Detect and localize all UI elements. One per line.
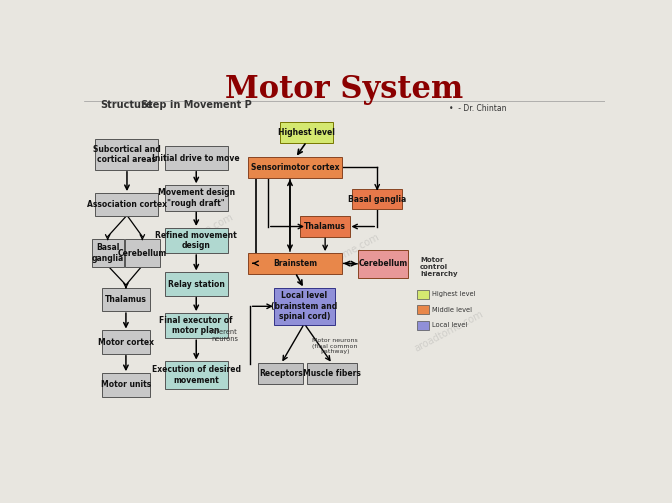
Text: aroadtome.com: aroadtome.com [163,212,235,257]
Text: Association cortex: Association cortex [87,200,167,209]
FancyBboxPatch shape [417,305,429,314]
Text: Local level
(brainstem and
spinal cord): Local level (brainstem and spinal cord) [271,291,337,321]
Text: aroadtome.com: aroadtome.com [413,309,485,354]
FancyBboxPatch shape [165,313,228,339]
Text: Initial drive to move: Initial drive to move [153,153,240,162]
FancyBboxPatch shape [165,228,228,253]
FancyBboxPatch shape [102,330,150,354]
FancyBboxPatch shape [307,363,358,384]
Text: Thalamus: Thalamus [105,295,147,304]
FancyBboxPatch shape [92,239,124,267]
FancyBboxPatch shape [95,193,159,216]
Text: Middle level: Middle level [432,307,472,313]
Text: Motor System: Motor System [225,74,464,105]
Text: Relay station: Relay station [168,280,224,289]
Text: Motor units: Motor units [101,380,151,389]
FancyBboxPatch shape [102,288,150,311]
FancyBboxPatch shape [417,290,429,299]
Text: Basal ganglia: Basal ganglia [348,195,407,204]
FancyBboxPatch shape [417,320,429,330]
FancyBboxPatch shape [165,272,228,296]
Text: Basal
ganglia: Basal ganglia [91,243,124,263]
Text: Structure: Structure [100,100,153,110]
Text: Motor
control
hierarchy: Motor control hierarchy [420,257,458,277]
FancyBboxPatch shape [165,185,228,211]
Text: Highest level: Highest level [432,291,475,297]
Text: Sensorimotor cortex: Sensorimotor cortex [251,163,339,172]
FancyBboxPatch shape [259,363,303,384]
Text: Cerebellum: Cerebellum [359,260,408,269]
Text: •  - Dr. Chintan: • - Dr. Chintan [449,104,506,113]
Text: Cerebellum: Cerebellum [118,248,167,258]
FancyBboxPatch shape [300,216,350,236]
Text: Brainstem: Brainstem [273,259,317,268]
Text: Local level: Local level [432,322,467,328]
FancyBboxPatch shape [95,139,159,170]
Text: Execution of desired
movement: Execution of desired movement [152,365,241,385]
FancyBboxPatch shape [358,250,409,278]
FancyBboxPatch shape [125,239,159,267]
Text: Muscle fibers: Muscle fibers [304,369,362,378]
Text: Afferent
neurons: Afferent neurons [211,328,238,342]
Text: Receptors: Receptors [259,369,303,378]
Text: Step in Movement P: Step in Movement P [140,100,251,110]
Text: Final executor of
motor plan: Final executor of motor plan [159,316,233,336]
FancyBboxPatch shape [280,122,333,143]
FancyBboxPatch shape [248,157,342,178]
FancyBboxPatch shape [274,288,335,325]
FancyBboxPatch shape [102,373,150,396]
Text: aroadtome.com: aroadtome.com [308,231,380,277]
Text: Motor cortex: Motor cortex [98,338,154,347]
Text: Subcortical and
cortical areas: Subcortical and cortical areas [93,144,161,164]
Text: Highest level: Highest level [278,128,335,137]
FancyBboxPatch shape [165,361,228,389]
FancyBboxPatch shape [352,189,403,209]
FancyBboxPatch shape [248,253,342,274]
Text: Motor neurons
(final common
pathway): Motor neurons (final common pathway) [312,338,358,354]
FancyBboxPatch shape [165,146,228,170]
Text: Thalamus: Thalamus [304,222,346,231]
Text: Movement design
"rough draft": Movement design "rough draft" [158,188,235,208]
Text: Refined movement
design: Refined movement design [155,231,237,250]
